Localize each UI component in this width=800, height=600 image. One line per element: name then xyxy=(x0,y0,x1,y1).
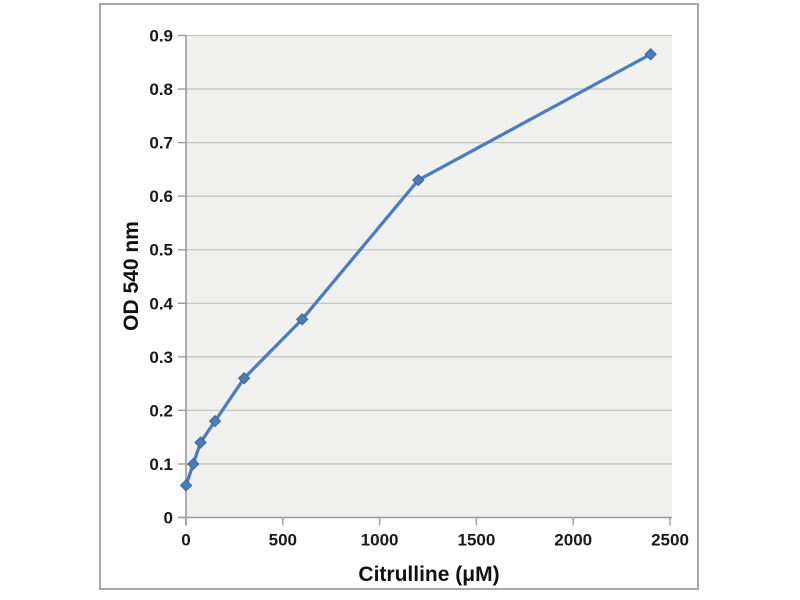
y-axis-title: OD 540 nm xyxy=(120,221,143,331)
data-point-marker xyxy=(179,479,193,492)
x-tick-label: 1000 xyxy=(361,531,399,550)
x-tick-label: 2500 xyxy=(651,531,689,550)
axes xyxy=(178,34,672,526)
data-point-marker xyxy=(187,457,200,471)
data-point-marker xyxy=(295,313,309,326)
y-tick-label: 0.3 xyxy=(149,348,173,367)
data-point-marker xyxy=(412,173,425,187)
data-point-marker xyxy=(644,48,657,61)
x-tick-label: 1500 xyxy=(457,531,495,550)
plot-background xyxy=(186,35,672,518)
plot-area xyxy=(186,35,672,518)
x-tick-label: 500 xyxy=(269,531,297,550)
y-tick-label: 0.4 xyxy=(149,294,173,313)
gridlines xyxy=(186,34,672,465)
y-tick-label: 0.1 xyxy=(149,455,173,474)
data-point-marker xyxy=(194,436,207,449)
data-point-marker xyxy=(208,414,222,428)
y-tick-label: 0.9 xyxy=(149,27,173,46)
x-tick-label: 2000 xyxy=(554,531,592,550)
y-tick-label: 0.6 xyxy=(149,187,173,206)
y-tick-label: 0.8 xyxy=(149,80,173,99)
y-tick-label: 0.5 xyxy=(149,241,173,260)
data-point-marker xyxy=(237,372,251,385)
x-axis-title: Citrulline (μM) xyxy=(358,563,499,586)
y-tick-label: 0 xyxy=(164,509,173,528)
tick-labels: 0 0.1 0.2 0.3 0.4 0.5 0.6 0.7 0.8 0.9 0 500 1000 1500… xyxy=(149,27,689,550)
data-series xyxy=(179,48,657,492)
y-tick-label: 0.7 xyxy=(149,134,173,153)
y-tick-label: 0.2 xyxy=(149,401,173,420)
x-tick-label: 0 xyxy=(181,531,190,550)
